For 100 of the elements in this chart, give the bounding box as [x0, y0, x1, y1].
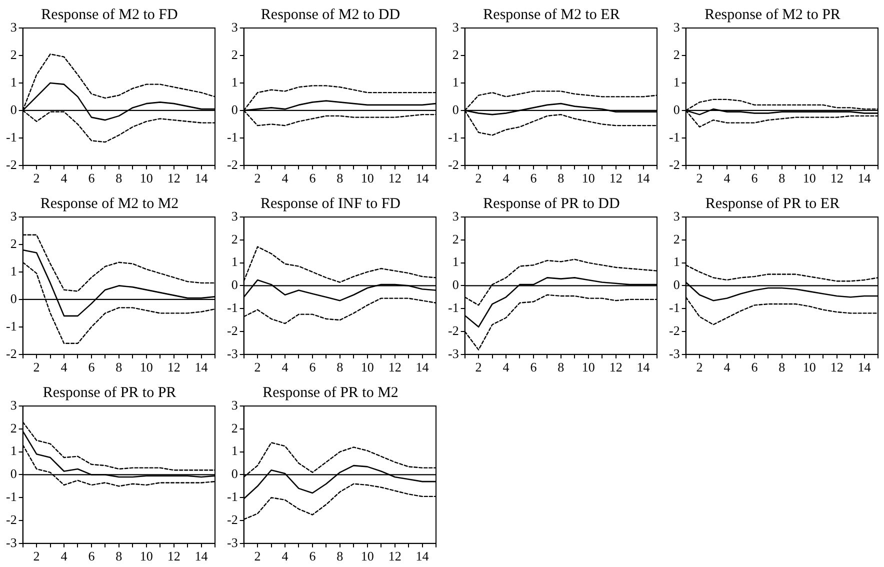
y-tick-label: 0: [452, 277, 459, 292]
chart-title: Response of PR to PR: [42, 384, 176, 401]
y-tick-label: 3: [231, 208, 238, 224]
x-tick-label: 14: [858, 360, 872, 375]
y-tick-label: -1: [226, 300, 238, 316]
x-tick-label: 6: [751, 360, 758, 375]
chart-title: Response of M2 to ER: [483, 6, 620, 23]
x-tick-label: 2: [254, 360, 261, 375]
y-tick-label: -2: [668, 322, 680, 338]
y-tick-label: -2: [668, 156, 680, 172]
x-tick-label: 2: [475, 360, 482, 375]
x-tick-label: 6: [751, 170, 758, 186]
y-tick-label: 2: [231, 420, 238, 436]
y-tick-label: 2: [231, 231, 238, 246]
y-tick-label: -2: [226, 512, 238, 527]
y-tick-label: 2: [231, 46, 238, 62]
x-tick-label: 4: [60, 170, 68, 186]
x-tick-label: 10: [140, 360, 153, 375]
y-tick-label: 0: [231, 102, 238, 117]
y-tick-label: 3: [231, 397, 238, 412]
x-tick-label: 10: [140, 548, 153, 564]
x-tick-label: 14: [858, 170, 872, 186]
x-tick-label: 2: [696, 170, 703, 186]
x-tick-label: 8: [336, 170, 344, 186]
x-tick-label: 8: [336, 360, 344, 375]
y-tick-label: 0: [10, 102, 17, 117]
y-tick-label: 3: [231, 19, 238, 34]
x-tick-label: 14: [194, 548, 208, 564]
x-tick-label: 6: [88, 170, 96, 186]
x-tick-label: 6: [88, 360, 96, 375]
x-tick-label: 8: [558, 170, 564, 186]
x-tick-label: 14: [636, 360, 650, 375]
y-tick-label: 0: [10, 466, 17, 482]
x-tick-label: 12: [167, 360, 180, 375]
y-tick-label: -2: [448, 322, 459, 338]
x-tick-label: 6: [309, 360, 316, 375]
y-tick-label: -2: [6, 156, 17, 172]
x-tick-label: 2: [33, 548, 40, 564]
y-tick-label: -2: [6, 512, 17, 527]
y-tick-label: 2: [452, 46, 459, 62]
y-tick-label: -1: [6, 489, 17, 504]
y-tick-label: -1: [226, 129, 238, 144]
x-tick-label: 2: [696, 360, 703, 375]
y-tick-label: -3: [668, 346, 680, 361]
x-tick-label: 14: [194, 170, 208, 186]
x-tick-label: 12: [167, 170, 180, 186]
x-tick-label: 12: [830, 360, 844, 375]
x-tick-label: 4: [724, 360, 731, 375]
y-tick-label: 0: [231, 466, 238, 482]
y-tick-label: 1: [452, 254, 459, 270]
x-tick-label: 4: [502, 360, 510, 375]
y-tick-label: -2: [226, 322, 238, 338]
y-tick-label: 1: [231, 254, 238, 270]
y-tick-label: 0: [452, 102, 459, 117]
chart-title: Response of M2 to FD: [41, 6, 178, 23]
x-tick-label: 6: [88, 548, 96, 564]
x-tick-label: 6: [530, 360, 538, 375]
x-tick-label: 4: [502, 170, 510, 186]
y-tick-label: -1: [668, 300, 680, 316]
y-tick-label: 1: [231, 74, 238, 90]
x-tick-label: 10: [582, 360, 595, 375]
x-tick-label: 12: [830, 170, 844, 186]
x-tick-label: 14: [416, 170, 430, 186]
chart-title: Response of PR to ER: [705, 196, 840, 212]
x-tick-label: 6: [309, 170, 316, 186]
y-tick-label: 3: [10, 19, 17, 34]
x-tick-label: 10: [360, 360, 374, 375]
x-tick-label: 10: [360, 548, 374, 564]
x-tick-label: 2: [254, 170, 261, 186]
x-tick-label: 12: [167, 548, 180, 564]
x-tick-label: 12: [388, 170, 402, 186]
y-tick-label: -2: [226, 156, 238, 172]
x-tick-label: 8: [778, 170, 786, 186]
y-tick-label: -1: [226, 489, 238, 504]
x-tick-label: 2: [33, 360, 40, 375]
y-tick-label: 2: [10, 236, 17, 251]
y-tick-label: 0: [673, 102, 680, 117]
x-tick-label: 6: [309, 548, 316, 564]
x-tick-label: 2: [254, 548, 261, 564]
y-tick-label: 2: [673, 231, 680, 246]
y-tick-label: 3: [452, 208, 459, 224]
y-tick-label: 1: [10, 443, 17, 458]
y-tick-label: -1: [6, 318, 17, 334]
x-tick-label: 10: [802, 170, 816, 186]
y-tick-label: 1: [673, 254, 680, 270]
x-tick-label: 4: [282, 548, 289, 564]
x-tick-label: 14: [636, 170, 650, 186]
x-tick-label: 12: [388, 360, 402, 375]
x-tick-label: 14: [416, 548, 430, 564]
y-tick-label: 0: [673, 277, 680, 292]
x-tick-label: 2: [33, 170, 40, 186]
y-tick-label: -1: [668, 129, 680, 144]
y-tick-label: 2: [10, 46, 17, 62]
x-tick-label: 8: [778, 360, 786, 375]
y-tick-label: 3: [10, 397, 17, 412]
y-tick-label: 2: [673, 46, 680, 62]
x-tick-label: 4: [282, 170, 289, 186]
x-tick-label: 12: [388, 548, 402, 564]
x-tick-label: 8: [558, 360, 564, 375]
y-tick-label: 1: [10, 263, 17, 278]
